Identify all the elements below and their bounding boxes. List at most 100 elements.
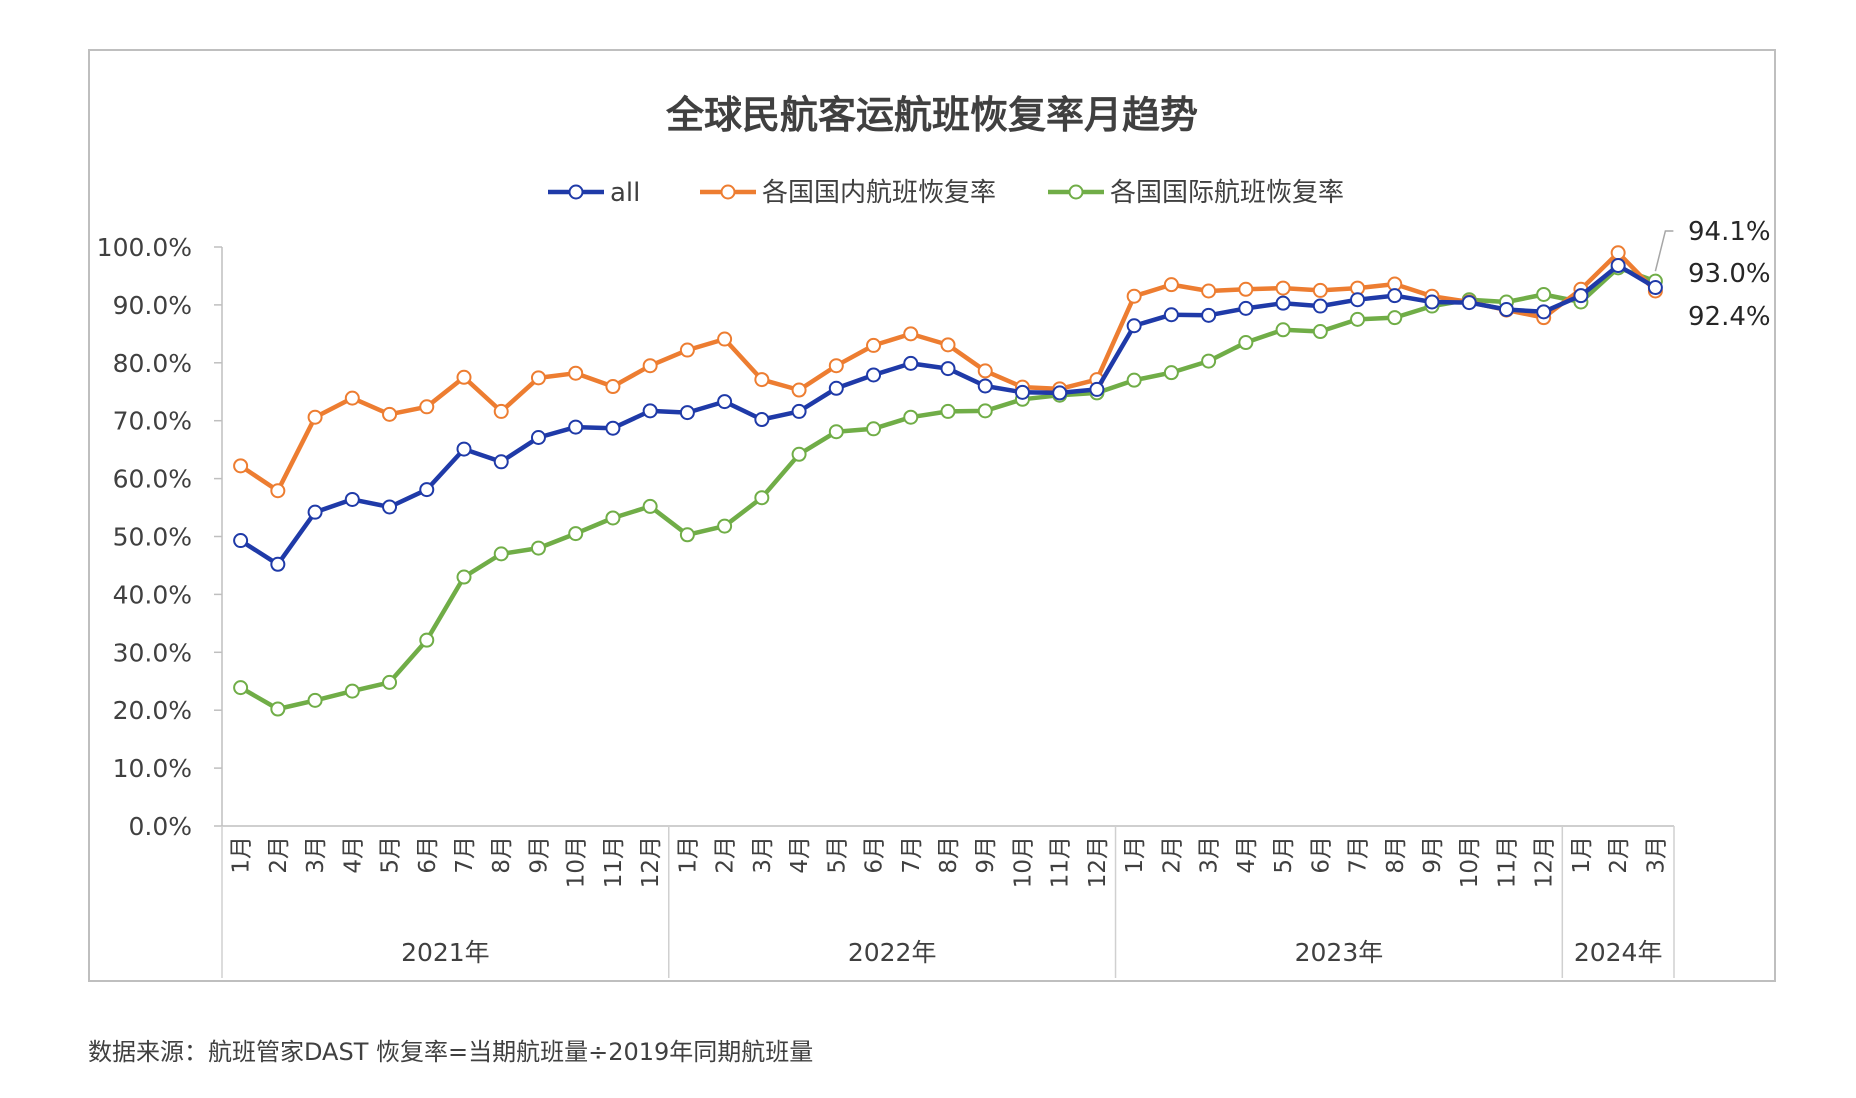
data-point bbox=[866, 367, 882, 383]
data-point bbox=[940, 403, 956, 419]
x-month-label: 8月 bbox=[936, 836, 962, 874]
data-point bbox=[754, 412, 770, 428]
data-point bbox=[233, 533, 249, 549]
x-year-label: 2022年 bbox=[848, 938, 937, 967]
x-month-label: 11月 bbox=[1048, 836, 1074, 888]
data-point bbox=[419, 482, 435, 498]
data-point bbox=[1387, 288, 1403, 304]
data-point bbox=[1312, 324, 1328, 340]
data-point bbox=[605, 420, 621, 436]
data-point bbox=[866, 337, 882, 353]
data-point bbox=[1126, 288, 1142, 304]
legend-marker bbox=[720, 184, 736, 200]
data-point bbox=[1312, 298, 1328, 314]
data-point bbox=[940, 337, 956, 353]
data-point bbox=[568, 365, 584, 381]
x-month-label: 9月 bbox=[1420, 836, 1446, 874]
line-chart: 全球民航客运航班恢复率月趋势 all 各国国内航班恢复率 各国国际航班恢复率 0.0… bbox=[97, 93, 1771, 978]
data-point bbox=[679, 342, 695, 358]
data-point bbox=[419, 399, 435, 415]
legend-item: 各国国际航班恢复率 bbox=[1048, 178, 1344, 208]
data-point bbox=[791, 446, 807, 462]
x-month-label: 4月 bbox=[1234, 836, 1260, 874]
y-tick-label: 50.0% bbox=[113, 523, 192, 552]
data-point bbox=[233, 680, 249, 696]
data-label: 94.1% bbox=[1688, 217, 1771, 247]
data-point bbox=[456, 369, 472, 385]
data-point bbox=[493, 403, 509, 419]
legend-item: 各国国内航班恢复率 bbox=[700, 178, 996, 208]
x-month-label: 12月 bbox=[638, 836, 664, 888]
data-point bbox=[679, 405, 695, 421]
data-point bbox=[270, 701, 286, 717]
y-tick-label: 0.0% bbox=[128, 812, 192, 841]
data-point bbox=[1461, 295, 1477, 311]
x-month-label: 7月 bbox=[1346, 836, 1372, 874]
data-point bbox=[679, 527, 695, 543]
data-point bbox=[344, 390, 360, 406]
data-point bbox=[828, 358, 844, 374]
x-month-label: 3月 bbox=[1643, 836, 1669, 874]
data-point bbox=[1238, 281, 1254, 297]
data-point bbox=[977, 363, 993, 379]
data-label: 92.4% bbox=[1688, 302, 1771, 332]
x-month-label: 11月 bbox=[1494, 836, 1520, 888]
data-point bbox=[903, 326, 919, 342]
data-point bbox=[233, 458, 249, 474]
x-month-label: 8月 bbox=[489, 836, 515, 874]
data-point bbox=[530, 429, 546, 445]
data-point bbox=[1536, 304, 1552, 320]
data-point bbox=[382, 406, 398, 422]
x-month-label: 5月 bbox=[378, 836, 404, 874]
x-month-label: 8月 bbox=[1383, 836, 1409, 874]
x-month-label: 6月 bbox=[1308, 836, 1334, 874]
x-year-label: 2024年 bbox=[1574, 938, 1663, 967]
data-point bbox=[1424, 294, 1440, 310]
x-year-label: 2021年 bbox=[401, 938, 490, 967]
legend-label: all bbox=[610, 178, 640, 208]
y-tick-label: 20.0% bbox=[113, 696, 192, 725]
data-point bbox=[642, 498, 658, 514]
data-point bbox=[493, 546, 509, 562]
legend-item: all bbox=[548, 178, 640, 208]
data-point bbox=[605, 510, 621, 526]
x-month-label: 2月 bbox=[1159, 836, 1185, 874]
x-month-label: 3月 bbox=[303, 836, 329, 874]
x-month-label: 2月 bbox=[266, 836, 292, 874]
data-label: 93.0% bbox=[1688, 259, 1771, 289]
data-point bbox=[1126, 318, 1142, 334]
source-note: 数据来源：航班管家DAST 恢复率=当期航班量÷2019年同期航班量 bbox=[88, 1038, 814, 1066]
data-point bbox=[977, 378, 993, 394]
x-month-label: 3月 bbox=[1197, 836, 1223, 874]
data-point bbox=[530, 370, 546, 386]
x-month-label: 2月 bbox=[713, 836, 739, 874]
data-point bbox=[903, 355, 919, 371]
x-month-label: 9月 bbox=[973, 836, 999, 874]
data-point bbox=[717, 518, 733, 534]
y-tick-label: 80.0% bbox=[113, 349, 192, 378]
data-point bbox=[828, 424, 844, 440]
data-point bbox=[1089, 381, 1105, 397]
data-point bbox=[1201, 283, 1217, 299]
x-month-label: 4月 bbox=[787, 836, 813, 874]
legend: all 各国国内航班恢复率 各国国际航班恢复率 bbox=[548, 178, 1344, 208]
data-point bbox=[1610, 258, 1626, 274]
data-point bbox=[1573, 288, 1589, 304]
data-point bbox=[1275, 295, 1291, 311]
x-month-label: 5月 bbox=[1271, 836, 1297, 874]
data-point bbox=[1350, 292, 1366, 308]
x-month-label: 1月 bbox=[675, 836, 701, 874]
x-month-label: 6月 bbox=[415, 836, 441, 874]
series-group bbox=[233, 258, 1663, 572]
data-point bbox=[307, 692, 323, 708]
data-point bbox=[1014, 384, 1030, 400]
data-point bbox=[456, 441, 472, 457]
series-line bbox=[239, 265, 1657, 712]
y-tick-label: 70.0% bbox=[113, 407, 192, 436]
data-point bbox=[344, 491, 360, 507]
data-point bbox=[791, 403, 807, 419]
chart-title: 全球民航客运航班恢复率月趋势 bbox=[665, 93, 1198, 137]
data-point bbox=[717, 394, 733, 410]
x-month-label: 2月 bbox=[1606, 836, 1632, 874]
data-point bbox=[1163, 365, 1179, 381]
